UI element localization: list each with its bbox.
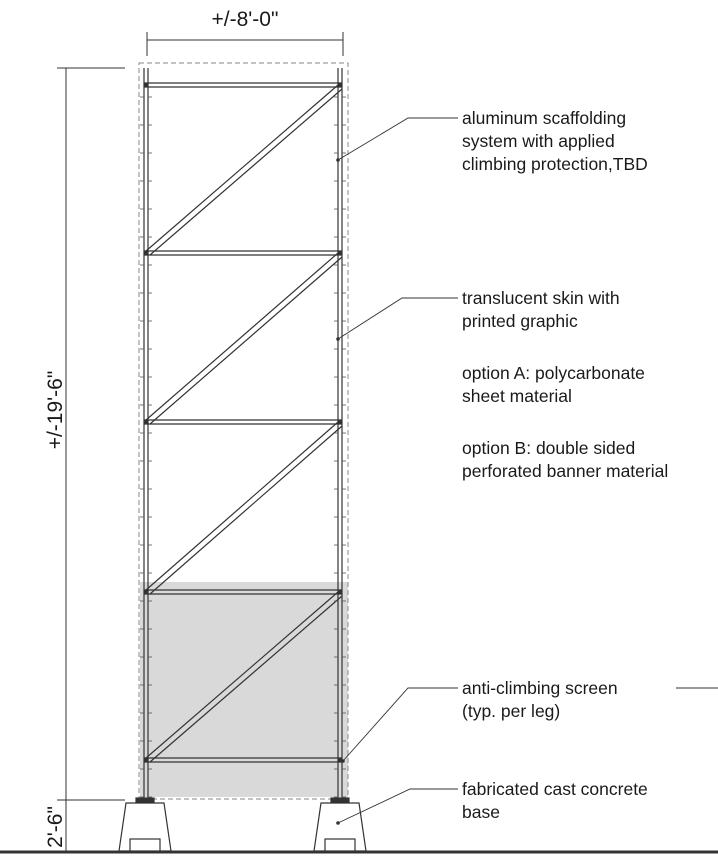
- anti-climbing-screen: [140, 582, 348, 797]
- note-text: option B: double sided: [462, 438, 636, 458]
- width-dimension-label: +/-8'-0": [212, 8, 279, 31]
- leader-dots: [336, 158, 345, 825]
- note-text: fabricated cast concrete: [462, 779, 648, 799]
- height-dimension: [57, 67, 125, 801]
- scaffold-frame: [143, 68, 343, 800]
- note-text: climbing protection,TBD: [462, 154, 648, 174]
- note-anti-climbing-screen: anti-climbing screen (typ. per leg): [462, 677, 618, 723]
- note-concrete-base: fabricated cast concrete base: [462, 778, 648, 824]
- note-option-b: option B: double sided perforated banner…: [462, 437, 668, 483]
- concrete-base-left: [118, 797, 172, 852]
- note-text: option A: polycarbonate: [462, 363, 645, 383]
- note-text: (typ. per leg): [462, 701, 561, 721]
- width-dimension: [146, 32, 344, 56]
- note-text: system with applied: [462, 131, 615, 151]
- note-text: aluminum scaffolding: [462, 108, 627, 128]
- note-option-a: option A: polycarbonate sheet material: [462, 362, 645, 408]
- translucent-skin-outline: [138, 62, 349, 800]
- post-tick-marks: [140, 96, 346, 798]
- note-text: base: [462, 802, 500, 822]
- note-text: perforated banner material: [462, 461, 669, 481]
- note-text: translucent skin with: [462, 288, 620, 308]
- base-dimension-label: 2'-6": [44, 806, 67, 848]
- joint-markers: [144, 83, 342, 762]
- concrete-base-right: [313, 797, 367, 852]
- note-text: printed graphic: [462, 311, 578, 331]
- note-translucent-skin: translucent skin with printed graphic: [462, 287, 620, 333]
- leader-lines: [337, 117, 718, 824]
- height-dimension-label: +/-19'-6": [44, 371, 67, 450]
- note-text: anti-climbing screen: [462, 678, 618, 698]
- note-scaffolding: aluminum scaffolding system with applied…: [462, 107, 648, 176]
- note-text: sheet material: [462, 386, 572, 406]
